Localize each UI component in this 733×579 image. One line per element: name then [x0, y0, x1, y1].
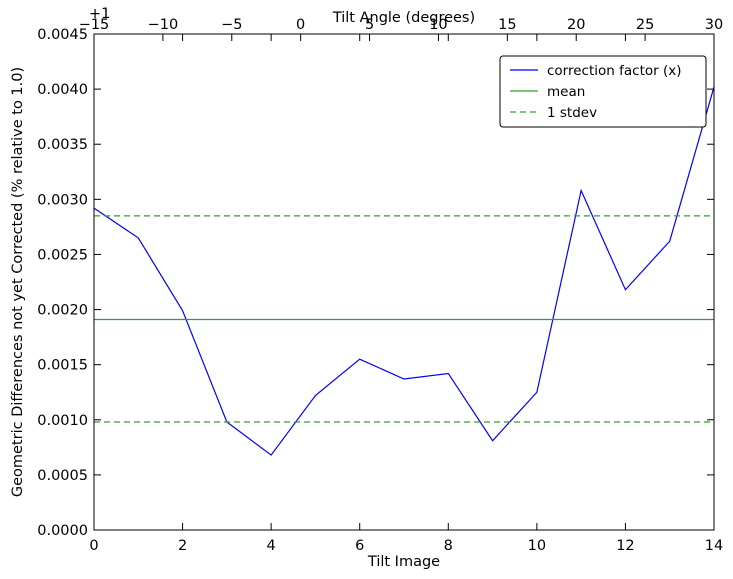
top-tick-label: 25 — [636, 17, 654, 33]
y-axis-label: Geometric Differences not yet Corrected … — [10, 67, 26, 497]
x-axis-label: Tilt Image — [367, 554, 440, 570]
x-tick-label: 2 — [178, 538, 187, 554]
y-tick-label: 0.0025 — [37, 247, 88, 263]
y-tick-label: 0.0035 — [37, 137, 88, 153]
top-tick-label: 10 — [429, 17, 447, 33]
top-tick-label: 30 — [705, 17, 723, 33]
x-tick-label: 14 — [705, 538, 723, 554]
legend-label: mean — [547, 84, 585, 100]
y-tick-label: 0.0000 — [37, 523, 88, 539]
legend: correction factor (x) mean 1 stdev — [499, 55, 707, 128]
top-tick-label: −10 — [148, 17, 179, 33]
x-tick-label: 6 — [355, 538, 364, 554]
x-tick-label: 8 — [444, 538, 453, 554]
x-tick-label: 10 — [528, 538, 546, 554]
y-tick-label: 0.0040 — [37, 82, 88, 98]
legend-box — [499, 55, 707, 128]
top-tick-label: 20 — [567, 17, 585, 33]
top-tick-label: 5 — [365, 17, 374, 33]
legend-label: 1 stdev — [547, 105, 597, 121]
top-tick-label: −5 — [221, 17, 242, 33]
legend-label: correction factor (x) — [547, 63, 682, 79]
y-tick-label: 0.0005 — [37, 468, 88, 484]
x-tick-label: 0 — [89, 538, 98, 554]
series-line-correction-factor-x — [93, 86, 715, 456]
y-tick-label: 0.0045 — [37, 27, 88, 43]
top-axis-label: Tilt Angle (degrees) — [332, 10, 475, 26]
top-offset-label: +1 — [89, 6, 110, 22]
ticks-layer: 0 2 4 6 8 10 12 14 −15 −10 −5 0 5 10 15 20 25 30 0.0000 0.0… — [37, 17, 723, 554]
y-tick-label: 0.0020 — [37, 303, 88, 319]
plot-frame — [93, 33, 715, 531]
top-tick-label: 15 — [498, 17, 516, 33]
series-layer — [93, 86, 715, 456]
top-tick-label: 0 — [296, 17, 305, 33]
x-tick-label: 4 — [267, 538, 276, 554]
y-tick-label: 0.0015 — [37, 358, 88, 374]
y-tick-label: 0.0010 — [37, 413, 88, 429]
y-tick-label: 0.0030 — [37, 192, 88, 208]
top-tick-label: −15 — [79, 17, 110, 33]
x-tick-label: 12 — [616, 538, 634, 554]
